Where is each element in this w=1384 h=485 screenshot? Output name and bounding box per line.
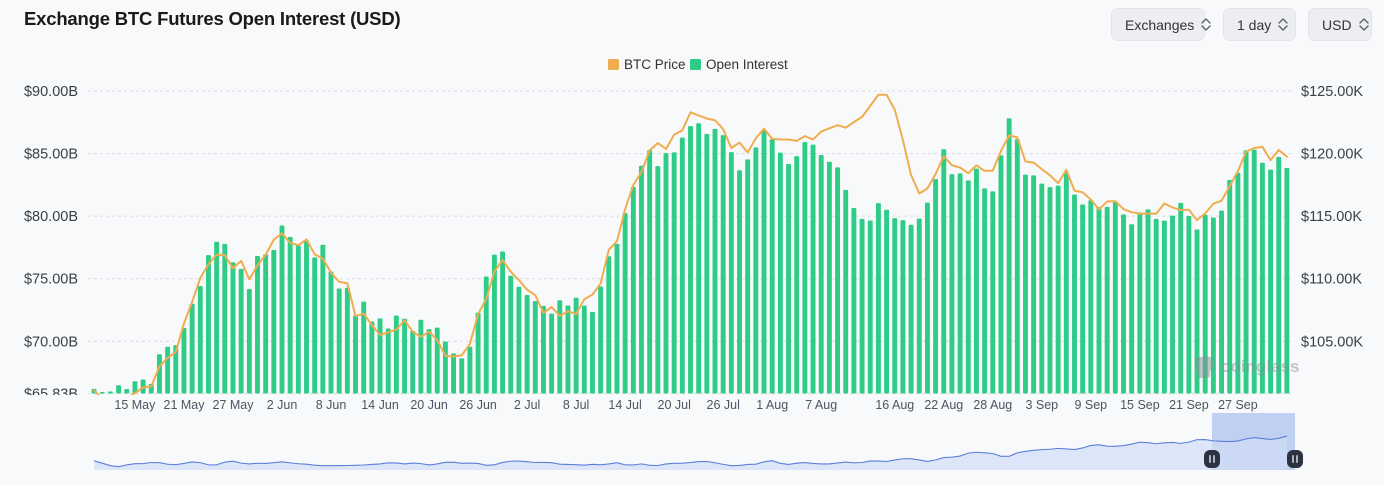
svg-text:$110.00K: $110.00K [1301, 272, 1362, 288]
svg-text:$85.00B: $85.00B [24, 147, 78, 163]
svg-text:coinglass: coinglass [1221, 357, 1299, 376]
svg-text:$105.00K: $105.00K [1301, 334, 1363, 350]
svg-text:$75.00B: $75.00B [24, 272, 78, 288]
svg-text:$70.00B: $70.00B [24, 334, 78, 350]
svg-text:$90.00B: $90.00B [24, 85, 78, 100]
svg-text:$115.00K: $115.00K [1301, 209, 1362, 225]
svg-text:$65.83B: $65.83B [24, 387, 78, 396]
svg-text:$125.00K: $125.00K [1301, 85, 1363, 100]
svg-text:$120.00K: $120.00K [1301, 147, 1363, 163]
svg-text:$80.00B: $80.00B [24, 209, 78, 225]
